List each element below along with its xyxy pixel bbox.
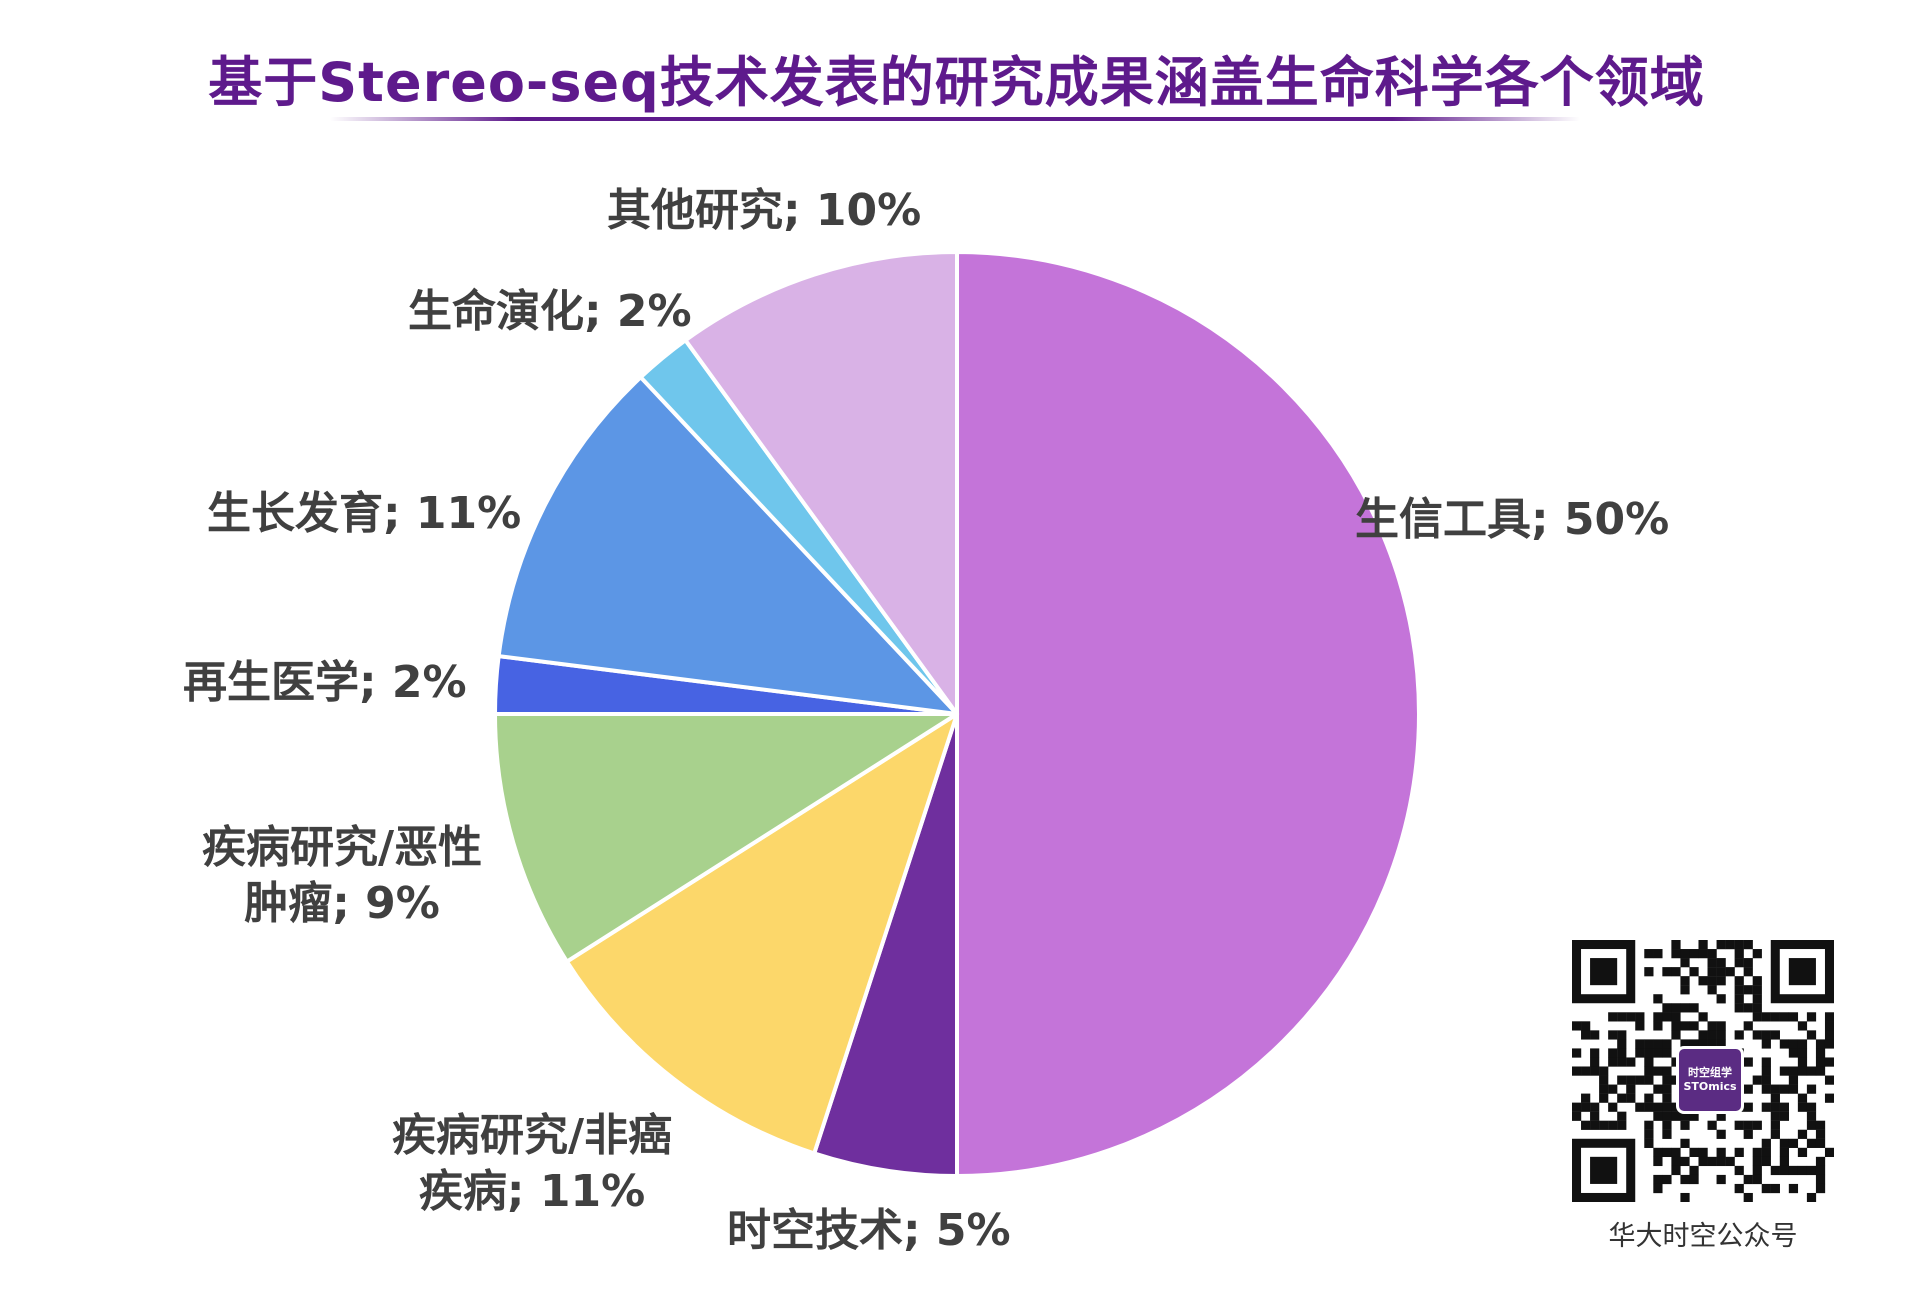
qr-code-pattern bbox=[1572, 940, 1835, 1203]
label-tumor-line1: 疾病研究/恶性 bbox=[202, 822, 483, 873]
title-underline bbox=[330, 117, 1580, 121]
label-spatial-tech: 时空技术; 5% bbox=[727, 1205, 1011, 1256]
label-regenerative-medicine: 再生医学; 2% bbox=[183, 657, 467, 708]
stomics-logo: 时空组学 STOmics bbox=[1676, 1046, 1744, 1114]
qr-code-block: 时空组学 STOmics 华大时空公众号 bbox=[1572, 940, 1844, 1253]
label-noncancer-disease: 疾病研究/非癌 疾病; 11% bbox=[392, 1108, 672, 1220]
qr-caption: 华大时空公众号 bbox=[1608, 1221, 1798, 1252]
label-life-evolution: 生命演化; 2% bbox=[408, 286, 692, 337]
pie-slice bbox=[496, 375, 959, 716]
logo-text-cn: 时空组学 bbox=[1688, 1066, 1732, 1079]
label-noncancer-line2: 疾病; 11% bbox=[418, 1166, 646, 1217]
label-other-research: 其他研究; 10% bbox=[607, 185, 922, 236]
label-tumor-line2: 肿瘤; 9% bbox=[244, 878, 440, 929]
pie-slice bbox=[493, 712, 959, 964]
label-bioinfo-tools: 生信工具; 50% bbox=[1355, 494, 1670, 545]
pie-slice bbox=[683, 250, 959, 716]
label-malignant-tumor: 疾病研究/恶性 肿瘤; 9% bbox=[202, 820, 482, 932]
pie-slice bbox=[564, 712, 959, 1156]
label-growth-development: 生长发育; 11% bbox=[207, 488, 522, 539]
label-noncancer-line1: 疾病研究/非癌 bbox=[392, 1110, 673, 1161]
logo-text-en: STOmics bbox=[1683, 1080, 1737, 1093]
chart-title: 基于Stereo-seq技术发表的研究成果涵盖生命科学各个领域 bbox=[208, 51, 1705, 114]
qr-code[interactable]: 时空组学 STOmics bbox=[1572, 940, 1835, 1203]
pie-slice bbox=[955, 250, 1421, 1178]
